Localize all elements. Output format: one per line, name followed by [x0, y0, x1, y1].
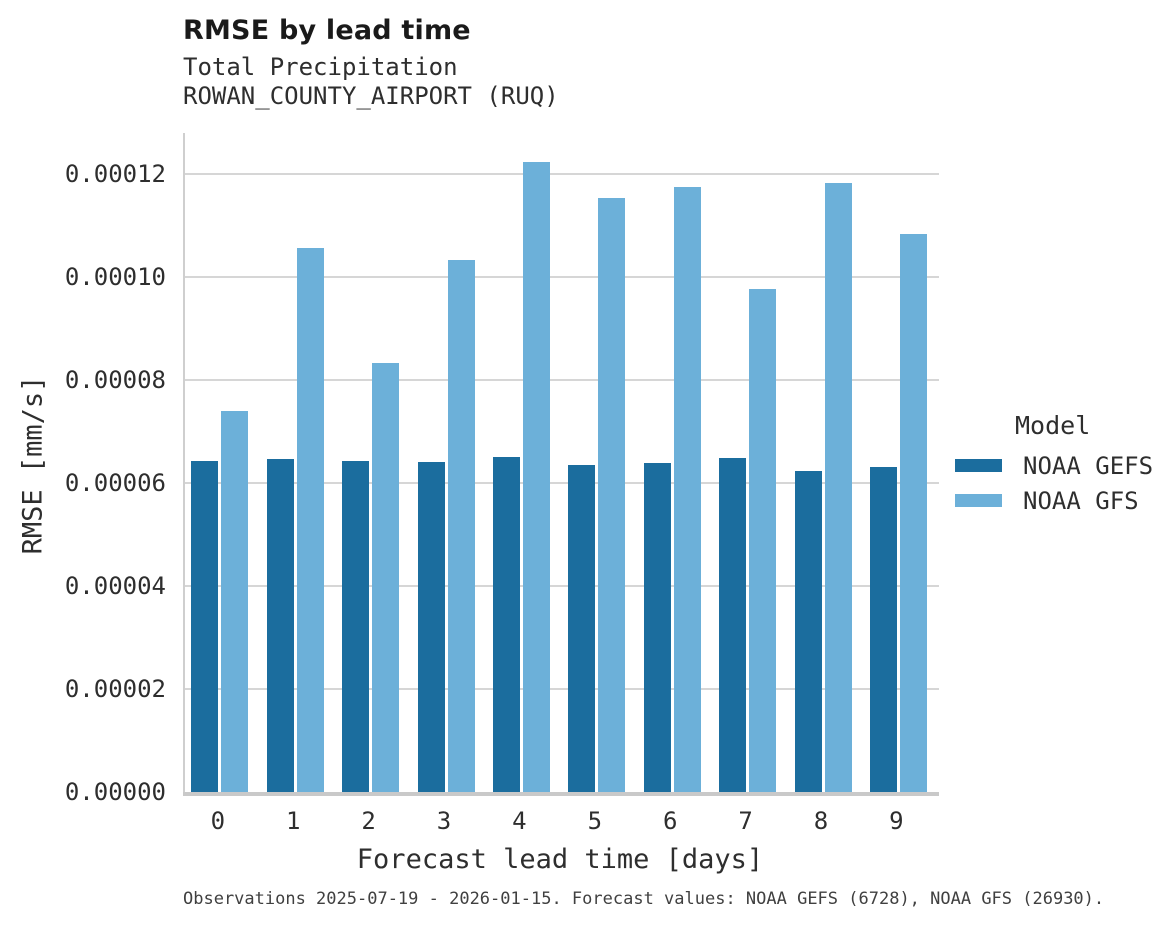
- y-tick-label: 0.00012: [64, 160, 166, 189]
- x-tick-label: 9: [889, 807, 904, 835]
- legend-title: Model: [1015, 411, 1091, 440]
- y-tick-label: 0.00004: [64, 572, 166, 601]
- bar-noaa-gefs: [794, 470, 822, 792]
- bar-noaa-gefs: [266, 458, 294, 792]
- legend-label-noaa-gfs: NOAA GFS: [1023, 486, 1139, 515]
- x-tick-label: 3: [436, 807, 452, 835]
- bar-noaa-gefs: [191, 460, 219, 792]
- bar-noaa-gfs: [296, 248, 324, 792]
- plot-area: [183, 133, 939, 796]
- bar-noaa-gfs: [372, 362, 400, 792]
- x-axis-title: Forecast lead time [days]: [356, 844, 764, 875]
- bar-noaa-gefs: [719, 457, 747, 792]
- x-tick-label: 4: [512, 807, 527, 835]
- legend-item-noaa-gefs: NOAA GEFS: [955, 448, 1153, 483]
- bar-noaa-gfs: [221, 411, 249, 792]
- bar-noaa-gefs: [869, 466, 897, 792]
- bar-noaa-gfs: [673, 187, 701, 792]
- chart-title: RMSE by lead time: [183, 15, 471, 46]
- bar-noaa-gfs: [522, 162, 550, 792]
- x-axis-line: [183, 792, 939, 796]
- x-tick-label: 1: [285, 807, 301, 835]
- bar-noaa-gefs: [342, 460, 370, 792]
- x-tick-label: 7: [738, 807, 753, 835]
- gridline: [185, 482, 939, 485]
- x-tick-label: 6: [662, 807, 678, 835]
- x-tick-label: 8: [813, 807, 829, 835]
- gridline: [185, 688, 939, 691]
- gridline: [185, 379, 939, 382]
- y-axis-tick-labels: 0.00000 0.00002 0.00004 0.00006 0.00008 0.000…: [0, 133, 166, 806]
- bar-noaa-gfs: [824, 182, 852, 792]
- chart-subtitle-station: ROWAN_COUNTY_AIRPORT (RUQ): [183, 82, 559, 110]
- bar-noaa-gfs: [749, 289, 777, 792]
- gridline: [185, 173, 939, 176]
- gridline: [185, 585, 939, 588]
- bar-noaa-gefs: [417, 462, 445, 792]
- bar-noaa-gfs: [447, 259, 475, 792]
- y-tick-label: 0.00000: [64, 778, 166, 806]
- x-tick-label: 0: [210, 807, 226, 835]
- x-tick-label: 2: [361, 807, 376, 835]
- y-tick-label: 0.00006: [64, 469, 166, 498]
- footer-note: Observations 2025-07-19 - 2026-01-15. Fo…: [183, 889, 1105, 909]
- x-axis-tick-labels: 0 1 2 3 4 5 6 7 8 9: [183, 806, 937, 836]
- chart-subtitle-variable: Total Precipitation: [183, 53, 458, 81]
- bar-noaa-gfs: [899, 234, 927, 792]
- legend: Model NOAA GEFS NOAA GFS: [955, 411, 1153, 518]
- gridline: [185, 276, 939, 279]
- x-tick-label: 5: [587, 807, 603, 835]
- bar-noaa-gefs: [492, 457, 520, 792]
- legend-item-noaa-gfs: NOAA GFS: [955, 483, 1153, 518]
- bar-noaa-gefs: [643, 463, 671, 792]
- bar-noaa-gefs: [568, 465, 596, 792]
- legend-label-noaa-gefs: NOAA GEFS: [1023, 451, 1154, 480]
- y-tick-label: 0.00008: [64, 366, 166, 395]
- y-tick-label: 0.00002: [64, 675, 166, 704]
- bar-noaa-gfs: [598, 198, 626, 792]
- y-tick-label: 0.00010: [64, 263, 166, 292]
- title-block: RMSE by lead time Total Precipitation RO…: [183, 14, 559, 111]
- legend-swatch-noaa-gefs: [955, 459, 1002, 472]
- legend-swatch-noaa-gfs: [955, 494, 1002, 507]
